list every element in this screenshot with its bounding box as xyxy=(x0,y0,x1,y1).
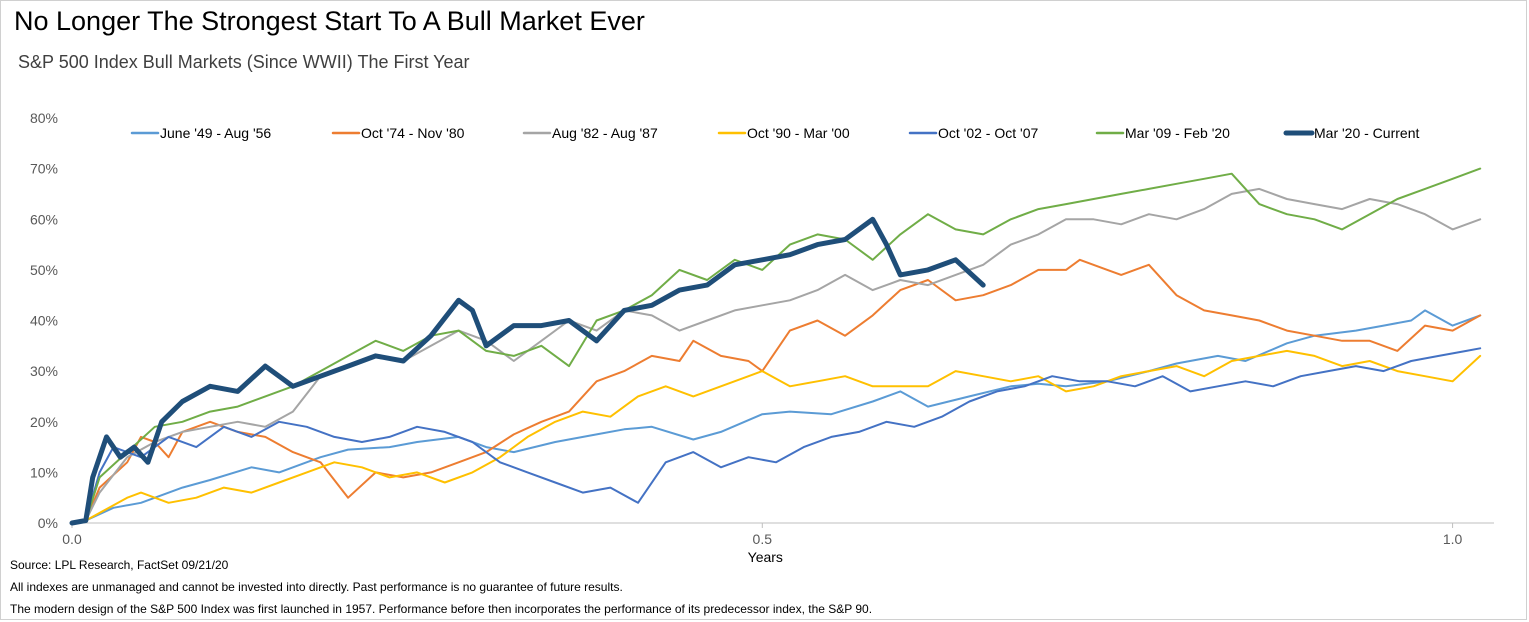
chart-subtitle: S&P 500 Index Bull Markets (Since WWII) … xyxy=(18,52,470,72)
axes: 0% 10% 20% 30% 40% 50% 60% 70% 80% 0.0 0.5 1.0 Years xyxy=(30,110,1494,565)
chart-title: No Longer The Strongest Start To A Bull … xyxy=(14,6,645,36)
x-tick-label: 0.0 xyxy=(62,531,82,547)
series-line-6 xyxy=(69,216,986,526)
legend-label: Oct '02 - Oct '07 xyxy=(938,125,1038,141)
series-line-1 xyxy=(71,258,1482,524)
x-axis-title: Years xyxy=(748,549,783,565)
y-tick-label: 70% xyxy=(30,161,58,177)
y-tick-label: 0% xyxy=(38,515,58,531)
y-tick-label: 80% xyxy=(30,110,58,126)
series-line-0 xyxy=(71,309,1482,524)
legend-label: Oct '90 - Mar '00 xyxy=(747,125,850,141)
series-line-2 xyxy=(71,187,1482,524)
y-tick-label: 60% xyxy=(30,211,58,227)
series-line-3 xyxy=(71,349,1482,524)
legend-label: Mar '20 - Current xyxy=(1314,125,1419,141)
y-tick-label: 40% xyxy=(30,313,58,329)
x-tick-label: 1.0 xyxy=(1443,531,1463,547)
y-tick-label: 30% xyxy=(30,363,58,379)
series-line-5 xyxy=(71,167,1482,524)
x-tick-label: 0.5 xyxy=(753,531,773,547)
legend: June '49 - Aug '56 Oct '74 - Nov '80 Aug '… xyxy=(130,125,1419,141)
legend-label: Aug '82 - Aug '87 xyxy=(552,125,658,141)
series-line-4 xyxy=(71,347,1482,524)
y-tick-label: 10% xyxy=(30,464,58,480)
series-layer xyxy=(69,167,1482,526)
footnote-disclaimer: All indexes are unmanaged and cannot be … xyxy=(10,580,623,594)
legend-label: Oct '74 - Nov '80 xyxy=(361,125,465,141)
legend-label: June '49 - Aug '56 xyxy=(160,125,271,141)
footnote-index-history: The modern design of the S&P 500 Index w… xyxy=(10,602,873,616)
footnote-source: Source: LPL Research, FactSet 09/21/20 xyxy=(10,558,229,572)
legend-label: Mar '09 - Feb '20 xyxy=(1125,125,1230,141)
y-tick-label: 50% xyxy=(30,262,58,278)
y-tick-label: 20% xyxy=(30,414,58,430)
